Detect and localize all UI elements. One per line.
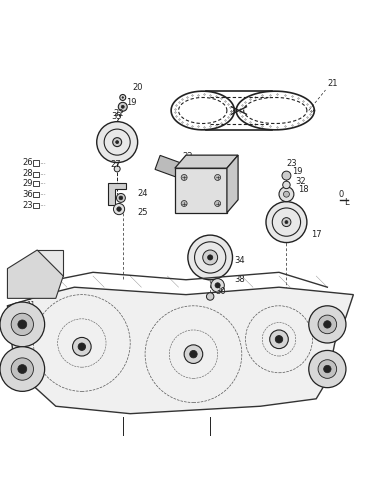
Circle shape <box>285 220 288 224</box>
FancyBboxPatch shape <box>175 168 227 213</box>
Bar <box>33 160 39 166</box>
Text: 30: 30 <box>216 286 227 296</box>
Text: 18: 18 <box>298 186 308 194</box>
Polygon shape <box>155 156 202 184</box>
Text: 28: 28 <box>22 169 33 178</box>
Circle shape <box>282 171 291 180</box>
Circle shape <box>266 202 307 242</box>
Circle shape <box>275 336 283 343</box>
Circle shape <box>206 293 214 300</box>
Circle shape <box>215 200 221 206</box>
Circle shape <box>188 235 232 280</box>
Circle shape <box>121 106 124 108</box>
Circle shape <box>318 315 337 334</box>
Text: 32: 32 <box>296 177 307 186</box>
Circle shape <box>120 94 126 100</box>
Circle shape <box>122 96 124 98</box>
Circle shape <box>11 358 33 380</box>
Text: 19: 19 <box>292 166 302 175</box>
Polygon shape <box>7 250 63 298</box>
Text: 24: 24 <box>138 189 148 198</box>
Circle shape <box>318 360 337 378</box>
Circle shape <box>113 138 122 146</box>
Circle shape <box>208 255 213 260</box>
Text: 20: 20 <box>132 83 142 92</box>
Circle shape <box>184 345 203 364</box>
Circle shape <box>18 364 27 374</box>
Circle shape <box>283 191 289 197</box>
Circle shape <box>215 174 221 180</box>
Text: L: L <box>344 198 349 207</box>
Polygon shape <box>7 287 353 414</box>
Bar <box>33 172 39 176</box>
Circle shape <box>116 140 119 143</box>
Text: 11: 11 <box>26 301 35 307</box>
Circle shape <box>113 204 125 214</box>
Circle shape <box>116 194 125 202</box>
Text: 0: 0 <box>339 190 344 199</box>
Polygon shape <box>227 155 238 213</box>
Text: 36: 36 <box>22 190 33 198</box>
Text: 27: 27 <box>111 160 122 169</box>
Circle shape <box>279 187 294 202</box>
Text: 21: 21 <box>327 79 338 88</box>
Text: 34: 34 <box>234 256 245 265</box>
Circle shape <box>0 346 45 392</box>
Circle shape <box>211 278 224 292</box>
Circle shape <box>97 122 138 162</box>
Text: 22: 22 <box>182 152 193 161</box>
Text: 25: 25 <box>138 208 148 216</box>
Circle shape <box>190 350 197 358</box>
Polygon shape <box>19 250 63 276</box>
Bar <box>33 192 39 197</box>
Circle shape <box>181 200 187 206</box>
Bar <box>33 203 39 208</box>
Polygon shape <box>108 183 126 206</box>
Text: 23: 23 <box>22 201 33 210</box>
Text: 2: 2 <box>26 306 31 312</box>
Circle shape <box>78 343 86 350</box>
Circle shape <box>117 207 121 212</box>
Circle shape <box>0 302 45 346</box>
Circle shape <box>203 250 218 265</box>
Text: 1: 1 <box>26 295 31 301</box>
Text: 26: 26 <box>22 158 33 167</box>
Text: 22: 22 <box>113 109 124 118</box>
Circle shape <box>324 320 331 328</box>
Bar <box>33 181 39 186</box>
Circle shape <box>119 196 123 200</box>
Circle shape <box>215 282 220 288</box>
Circle shape <box>181 174 187 180</box>
Text: 38: 38 <box>234 276 245 284</box>
Circle shape <box>283 181 290 188</box>
Circle shape <box>11 313 33 336</box>
Text: 19: 19 <box>126 98 137 107</box>
Text: 29: 29 <box>22 178 33 188</box>
Text: 17: 17 <box>311 230 321 239</box>
Text: 23: 23 <box>286 160 297 168</box>
Circle shape <box>282 218 291 226</box>
Circle shape <box>309 306 346 343</box>
Polygon shape <box>175 155 238 168</box>
Circle shape <box>118 102 127 111</box>
Circle shape <box>309 350 346 388</box>
Circle shape <box>324 366 331 373</box>
Circle shape <box>73 338 91 356</box>
Text: 35: 35 <box>111 112 122 121</box>
Circle shape <box>18 320 27 329</box>
Circle shape <box>114 166 120 172</box>
Circle shape <box>270 330 288 348</box>
